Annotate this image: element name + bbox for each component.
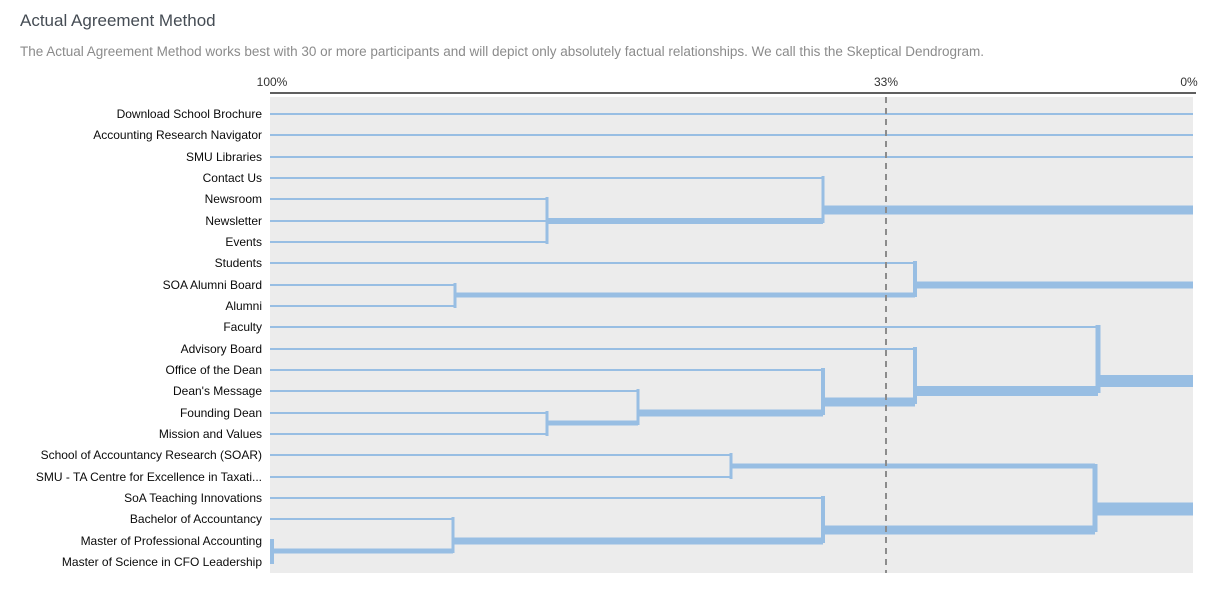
row-label: Contact Us — [202, 171, 262, 185]
axis-tick-33: 33% — [873, 75, 899, 89]
dendrogram-branch — [270, 326, 1098, 328]
dendrogram-branch — [272, 548, 453, 554]
dendrogram-branch — [731, 463, 1095, 469]
row-label: Download School Brochure — [116, 107, 262, 121]
dendrogram-merge-connector — [636, 389, 640, 425]
row-label: SOA Alumni Board — [162, 278, 262, 292]
dendrogram-branch — [270, 390, 638, 392]
dendrogram-merge-connector — [545, 197, 549, 244]
dendrogram-branch — [270, 518, 453, 520]
row-label: Accounting Research Navigator — [93, 128, 262, 142]
axis-tick-100: 100% — [256, 75, 288, 89]
dendrogram-merge-connector — [821, 368, 825, 415]
dendrogram-branch — [270, 284, 455, 286]
row-label: Office of the Dean — [165, 363, 262, 377]
dendrogram-branch — [455, 292, 915, 298]
row-label: School of Accountancy Research (SOAR) — [40, 448, 262, 462]
dendrogram-branch — [270, 134, 1193, 136]
row-label: Faculty — [223, 320, 262, 334]
row-label: SoA Teaching Innovations — [124, 491, 262, 505]
dendrogram-merge-connector — [821, 496, 825, 543]
dendrogram-merge-connector — [451, 517, 455, 553]
row-label: Founding Dean — [179, 406, 262, 420]
row-label: Newsroom — [204, 192, 262, 206]
axis-line — [270, 92, 1196, 94]
row-label: Mission and Values — [158, 427, 262, 441]
dendrogram-branch — [823, 397, 915, 407]
dendrogram-merge-connector — [1095, 325, 1101, 393]
dendrogram-branch — [270, 348, 915, 350]
row-label: Events — [225, 235, 262, 249]
dendrogram-branch — [823, 205, 1193, 215]
dendrogram-branch — [270, 476, 731, 478]
row-label: Students — [214, 256, 262, 270]
dendrogram-merge-connector — [270, 539, 274, 564]
row-label: Master of Professional Accounting — [80, 534, 262, 548]
row-label: Alumni — [225, 299, 262, 313]
dendrogram-branch — [1095, 502, 1193, 516]
dendrogram-branch — [453, 537, 823, 545]
dendrogram-branch — [547, 218, 823, 224]
dendrogram-branch — [915, 386, 1098, 396]
dendrogram-merge-connector — [453, 283, 457, 308]
item-labels-column: Download School Brochure Accounting Resea… — [0, 0, 262, 597]
row-label: SMU - TA Centre for Excellence in Taxati… — [35, 470, 262, 484]
dendrogram-merge-connector — [821, 176, 825, 223]
dendrogram-branch — [270, 262, 915, 264]
dendrogram-merge-connector — [1092, 464, 1098, 532]
dendrogram-merge-connector — [913, 261, 917, 297]
row-label: Advisory Board — [180, 342, 262, 356]
page-title: Actual Agreement Method — [20, 11, 216, 30]
row-label: Bachelor of Accountancy — [129, 512, 262, 526]
description-text: The Actual Agreement Method works best w… — [20, 44, 984, 59]
dendrogram-branch — [270, 497, 823, 499]
dendrogram-branch — [547, 420, 638, 426]
dendrogram-merge-connector — [545, 411, 549, 436]
dendrogram-branch — [270, 433, 547, 435]
dendrogram-branch — [270, 241, 547, 243]
dendrogram-branch — [270, 369, 823, 371]
dendrogram-merge-connector — [913, 347, 917, 404]
row-label: Newsletter — [205, 214, 262, 228]
dendrogram-branch — [270, 156, 1193, 158]
dendrogram-branch — [638, 409, 823, 417]
dendrogram-branch — [823, 525, 1095, 535]
row-label: SMU Libraries — [185, 150, 262, 164]
dendrogram-branch — [915, 281, 1193, 289]
row-label: Dean's Message — [172, 384, 262, 398]
dendrogram-branch — [270, 198, 547, 200]
plot-background — [270, 97, 1193, 573]
dendrogram-branch — [270, 113, 1193, 115]
dendrogram-merge-connector — [729, 453, 733, 479]
dendrogram-branch — [270, 177, 823, 179]
dendrogram-branch — [270, 412, 547, 414]
axis-tick-0: 0% — [1180, 75, 1198, 89]
dendrogram-branch — [270, 454, 731, 456]
dendrogram-branch — [270, 305, 455, 307]
dendrogram-branch — [270, 220, 547, 222]
dendrogram-branch — [1098, 375, 1193, 387]
dendrogram-plot — [270, 97, 1193, 573]
row-label: Master of Science in CFO Leadership — [61, 555, 262, 569]
